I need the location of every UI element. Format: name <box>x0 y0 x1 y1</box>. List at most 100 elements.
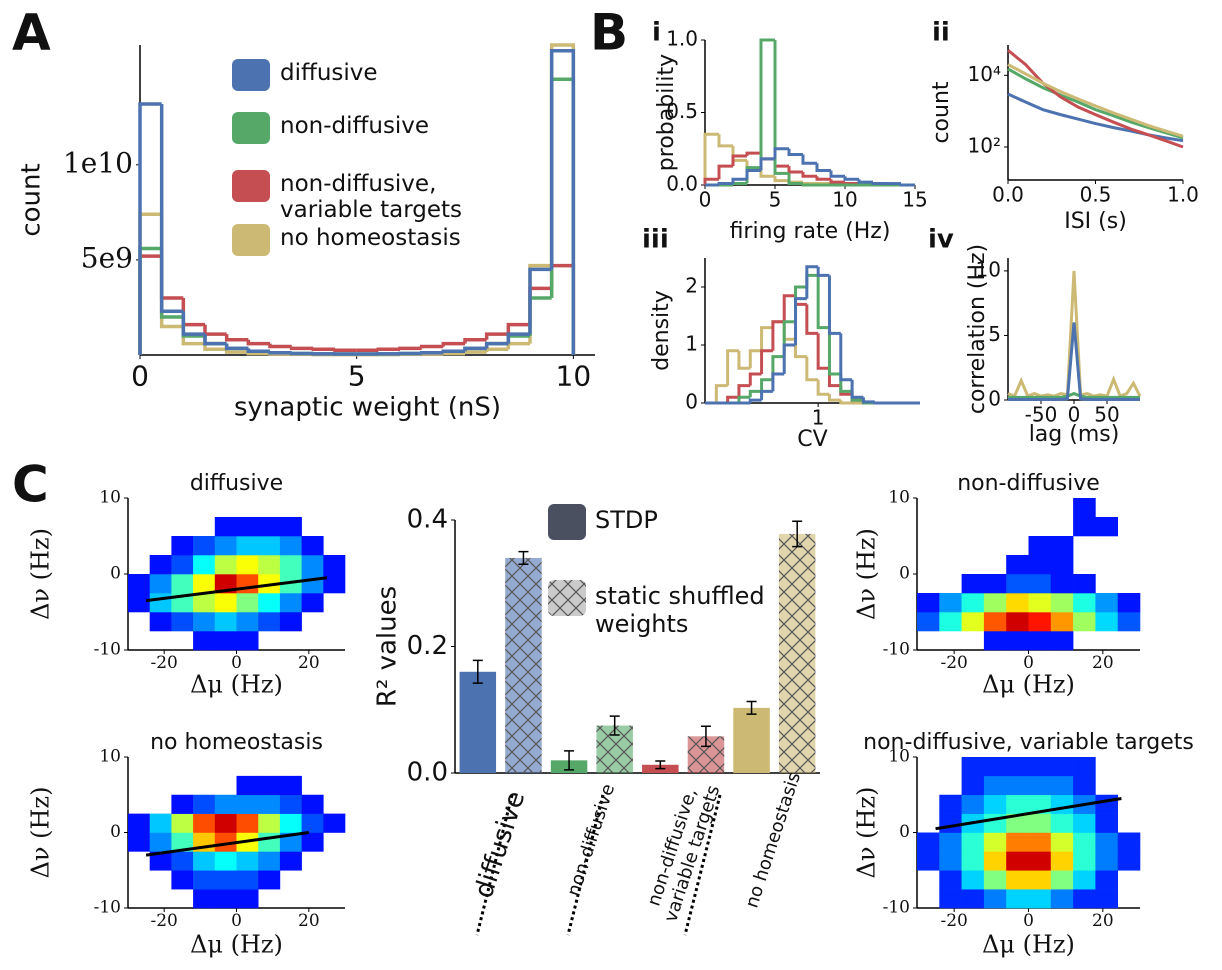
heatmap-cell <box>258 870 281 890</box>
heatmap-cell <box>939 794 962 814</box>
histogram-step <box>805 265 819 299</box>
heatmap-cell <box>984 555 1007 574</box>
heatmap-cell <box>1006 631 1029 651</box>
panel-letter: B <box>590 4 628 62</box>
heatmap-cell <box>939 498 962 517</box>
heatmap-cell <box>171 794 194 814</box>
heatmap-cell <box>214 832 237 852</box>
y-tick-label: 10⁴ <box>968 62 1001 86</box>
heatmap-cell <box>128 574 150 594</box>
histogram-step <box>506 341 530 350</box>
histogram-step <box>506 322 530 335</box>
heatmap-cell <box>1006 517 1029 536</box>
chart-bar: 0.0 0.2 0.4 R² values <box>373 504 820 788</box>
y-axis-label: count <box>17 163 47 236</box>
y-tick-label: -10 <box>883 898 910 918</box>
heatmap-cell <box>279 813 302 833</box>
heatmap-cell <box>917 795 940 814</box>
chart-heatmap: -10 0 10 -20 0 20 Δν (Hz) Δμ (Hz) non-diffusive <box>853 471 1141 699</box>
histogram-step <box>873 401 887 405</box>
heatmap-cell <box>1006 498 1029 517</box>
heatmap-cell <box>150 631 172 650</box>
heatmap-cell <box>258 889 280 908</box>
panel-label: iv <box>928 225 954 255</box>
heatmap-cell <box>323 593 345 612</box>
heatmap-cell <box>323 889 345 908</box>
heatmap-cell <box>1095 593 1118 613</box>
x-tick-label: 20 <box>298 653 320 673</box>
heatmap-cell <box>236 612 259 632</box>
heatmap-cell <box>1095 889 1118 909</box>
y-tick-label: 1.0 <box>666 27 698 51</box>
heatmap-cell <box>323 574 346 594</box>
heatmap-cell <box>258 593 281 613</box>
heatmap-cell <box>236 593 259 613</box>
heatmap-cell <box>193 851 216 871</box>
heatmap-cell <box>1029 498 1052 517</box>
histogram-step <box>246 339 270 346</box>
heatmap-cell <box>917 593 940 613</box>
heatmap-cell <box>258 555 281 575</box>
heatmap-cell <box>128 612 150 631</box>
separator <box>566 794 605 936</box>
heatmap-cell <box>215 776 237 795</box>
heatmap-cell <box>962 498 985 517</box>
heatmap-cell <box>215 757 237 776</box>
heatmap-cell <box>301 574 324 594</box>
histogram-step <box>463 346 487 352</box>
chart-heatmap: -10 0 10 -20 0 20 Δν (Hz) Δμ (Hz) no homeostasis <box>27 730 346 959</box>
chart-step_histogram: iii 0 1 2 1 density CV <box>642 225 920 452</box>
histogram-step <box>782 343 796 374</box>
bar <box>778 533 816 773</box>
legend-swatch <box>548 580 586 616</box>
heatmap-cell <box>258 775 281 796</box>
heatmap-cell <box>1028 775 1052 796</box>
histogram-step <box>203 324 227 336</box>
heatmap-cell <box>1095 794 1118 814</box>
histogram-step <box>246 348 270 353</box>
heatmap-cell <box>1028 593 1052 613</box>
heatmap-cell <box>279 794 302 814</box>
heatmap-cell <box>236 870 259 890</box>
histogram-step <box>843 182 859 186</box>
x-tick-label: 0 <box>131 359 149 392</box>
y-tick-label: 0 <box>110 564 121 584</box>
heatmap-cell <box>193 517 215 536</box>
heatmap-cell <box>962 536 985 555</box>
heatmap-cell <box>1095 757 1118 776</box>
histogram-step <box>771 372 785 392</box>
histogram-step <box>787 180 803 184</box>
heatmap-cell <box>917 776 940 795</box>
heatmap-cell <box>1073 555 1096 574</box>
legend-swatch <box>232 112 270 144</box>
heatmap-cell <box>1073 832 1096 852</box>
heatmap-cell <box>1117 851 1141 871</box>
heatmap-cell <box>128 593 150 613</box>
histogram-step <box>181 311 205 336</box>
heatmap-cell <box>1006 775 1029 796</box>
histogram-step <box>549 263 576 355</box>
x-tick-label: 10 <box>556 359 592 392</box>
heatmap-cell <box>1006 536 1029 555</box>
histogram-step <box>748 398 762 403</box>
heatmap-cell <box>961 851 985 871</box>
histogram-step <box>289 351 314 356</box>
heatmap-cell <box>917 498 940 517</box>
heatmap-cell <box>1050 851 1074 871</box>
histogram-step <box>760 349 773 374</box>
histogram-step <box>549 48 576 355</box>
heatmap-cell <box>258 832 281 852</box>
heatmap-cell <box>1006 574 1029 594</box>
heatmap-cell <box>1028 536 1052 556</box>
x-tick-label: 1.0 <box>1167 183 1199 207</box>
heatmap-cell <box>302 612 324 631</box>
histogram-step <box>731 145 747 162</box>
histogram-step <box>528 267 552 335</box>
heatmap-cell <box>302 498 324 517</box>
x-tick-label: 10 <box>832 188 857 212</box>
heatmap-cell <box>1028 794 1052 814</box>
heatmap-cell <box>1073 536 1096 555</box>
y-tick-label: 1e10 <box>63 146 133 179</box>
histogram-step <box>224 334 249 342</box>
heatmap-cell <box>214 851 237 871</box>
